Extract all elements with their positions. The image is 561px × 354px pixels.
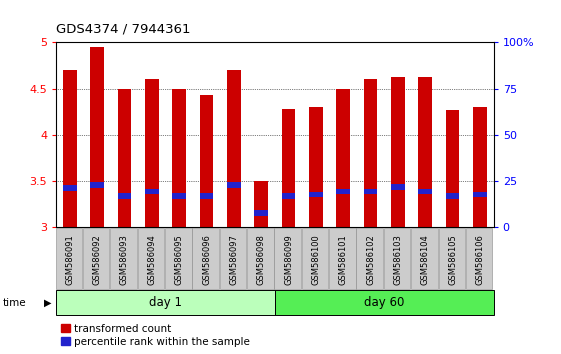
Bar xyxy=(254,181,268,227)
Bar xyxy=(419,189,432,194)
FancyBboxPatch shape xyxy=(411,228,438,289)
Text: day 1: day 1 xyxy=(149,296,182,309)
Text: day 60: day 60 xyxy=(364,296,404,309)
Bar xyxy=(90,47,104,227)
Text: GSM586096: GSM586096 xyxy=(202,234,211,285)
FancyBboxPatch shape xyxy=(302,228,328,289)
Bar xyxy=(172,193,186,199)
Bar xyxy=(172,88,186,227)
Bar xyxy=(56,290,275,315)
Text: GSM586103: GSM586103 xyxy=(393,234,402,285)
Legend: transformed count, percentile rank within the sample: transformed count, percentile rank withi… xyxy=(61,324,250,347)
FancyBboxPatch shape xyxy=(56,228,82,289)
Bar xyxy=(419,76,432,227)
Text: GSM586101: GSM586101 xyxy=(339,234,348,285)
Bar xyxy=(473,107,487,227)
Text: GSM586099: GSM586099 xyxy=(284,234,293,285)
Bar xyxy=(254,210,268,216)
FancyBboxPatch shape xyxy=(165,228,191,289)
Text: GSM586092: GSM586092 xyxy=(93,234,102,285)
Bar xyxy=(63,185,77,191)
Bar xyxy=(145,79,159,227)
Bar xyxy=(446,110,459,227)
Bar xyxy=(90,182,104,188)
Text: GSM586095: GSM586095 xyxy=(174,234,183,285)
Text: GSM586102: GSM586102 xyxy=(366,234,375,285)
FancyBboxPatch shape xyxy=(83,228,109,289)
FancyBboxPatch shape xyxy=(220,228,246,289)
Bar xyxy=(227,70,241,227)
Bar xyxy=(364,79,378,227)
Text: GSM586091: GSM586091 xyxy=(65,234,74,285)
FancyBboxPatch shape xyxy=(439,228,465,289)
FancyBboxPatch shape xyxy=(356,228,383,289)
Bar xyxy=(63,70,77,227)
Text: GSM586104: GSM586104 xyxy=(421,234,430,285)
Bar xyxy=(391,76,405,227)
Text: ▶: ▶ xyxy=(44,298,52,308)
Text: GSM586094: GSM586094 xyxy=(148,234,157,285)
Bar xyxy=(337,88,350,227)
Bar xyxy=(145,189,159,194)
Bar xyxy=(118,88,131,227)
Bar xyxy=(473,192,487,197)
Bar xyxy=(200,193,213,199)
Text: GSM586098: GSM586098 xyxy=(257,234,266,285)
FancyBboxPatch shape xyxy=(247,228,274,289)
FancyBboxPatch shape xyxy=(192,228,219,289)
Bar xyxy=(282,109,296,227)
Bar xyxy=(200,95,213,227)
Text: GSM586100: GSM586100 xyxy=(311,234,320,285)
FancyBboxPatch shape xyxy=(329,228,356,289)
Bar xyxy=(446,193,459,199)
Text: time: time xyxy=(3,298,26,308)
Bar xyxy=(118,193,131,199)
Bar xyxy=(391,184,405,190)
Bar xyxy=(282,193,296,199)
Text: GSM586097: GSM586097 xyxy=(229,234,238,285)
FancyBboxPatch shape xyxy=(274,228,301,289)
FancyBboxPatch shape xyxy=(384,228,410,289)
Text: GSM586105: GSM586105 xyxy=(448,234,457,285)
FancyBboxPatch shape xyxy=(137,228,164,289)
Bar xyxy=(309,192,323,197)
Bar xyxy=(275,290,494,315)
Text: GSM586106: GSM586106 xyxy=(476,234,485,285)
Bar xyxy=(337,189,350,194)
Text: GSM586093: GSM586093 xyxy=(120,234,129,285)
FancyBboxPatch shape xyxy=(466,228,493,289)
Text: GDS4374 / 7944361: GDS4374 / 7944361 xyxy=(56,22,191,35)
Bar xyxy=(227,182,241,188)
Bar xyxy=(309,107,323,227)
Bar xyxy=(364,189,378,194)
FancyBboxPatch shape xyxy=(111,228,137,289)
